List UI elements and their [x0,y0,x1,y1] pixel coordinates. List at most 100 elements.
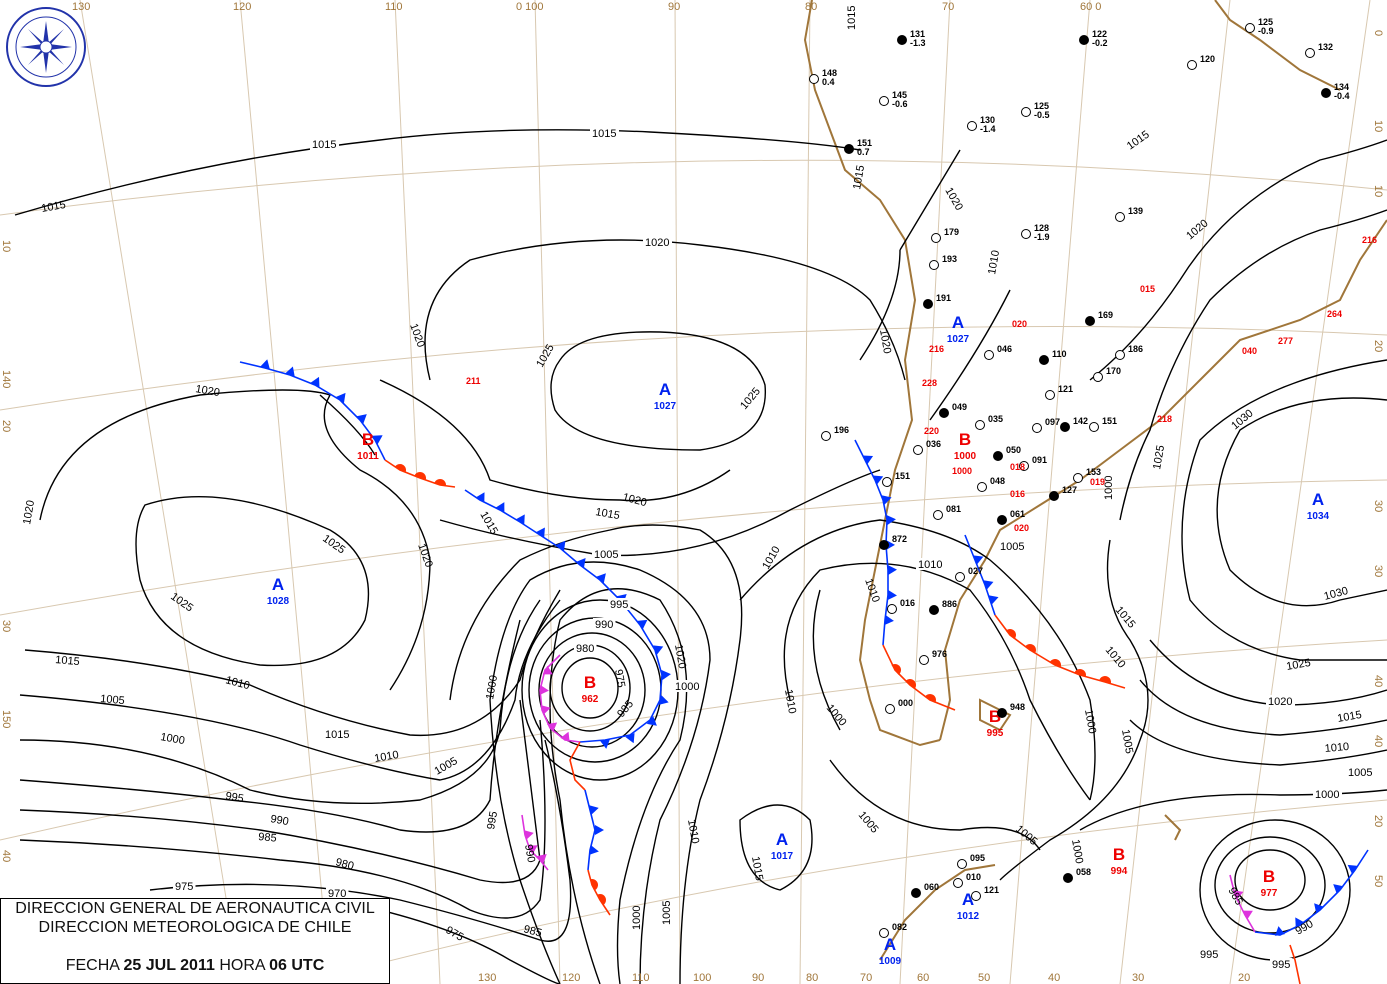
station-marker [1089,422,1099,432]
graticule-label: 30 [0,620,12,632]
station-pressure: 046 [997,344,1012,354]
station-pressure: 048 [990,476,1005,486]
station-pressure: 110 [1052,349,1067,359]
graticule-label: 40 [0,850,12,862]
service-name: DIRECCION METEOROLOGICA DE CHILE [38,919,352,936]
station-pressure: 091 [1032,455,1047,465]
station-pressure-red: 020 [1014,523,1029,533]
isobar-label: 1005 [1000,541,1024,553]
isobar-label: 1015 [851,164,867,190]
center-pressure-value: 1011 [357,451,379,462]
station-marker [1039,355,1049,365]
station-marker [1079,35,1089,45]
graticule-label: 60 [917,972,929,984]
isobar-label: 1005 [856,809,881,835]
isobar-label: 1005 [433,755,460,778]
high-pressure-center: A [659,380,671,399]
graticule-label: 20 [1372,340,1384,352]
station-pressure-red: 228 [922,378,937,388]
isobar-label: 1020 [21,499,37,525]
station-pressure: 050 [1006,445,1021,455]
isobar-label: 1025 [1285,657,1311,673]
station-tendency: -0.9 [1258,26,1274,36]
isobar-label: 1020 [1184,217,1210,242]
station-pressure: 132 [1318,42,1333,52]
high-pressure-center: A [962,890,974,909]
isobar-label: 1000 [1069,838,1085,864]
station-marker [879,540,889,550]
isobar-label: 995 [610,599,628,611]
station-pressure: 151 [857,138,872,148]
center-pressure-value: 994 [1111,866,1128,877]
station-pressure: 121 [984,885,999,895]
isobar-label: 1015 [1125,129,1152,153]
station-pressure: 130 [980,115,995,125]
station-pressure: 125 [1034,101,1049,111]
dmc-logo [6,7,86,87]
center-pressure-value: 962 [582,694,599,705]
center-pressure-value: 1000 [954,451,977,462]
isobar-label: 990 [269,813,289,828]
center-pressure-value: 1027 [654,401,677,412]
isobar-label: 980 [334,856,355,872]
isobar-label: 1000 [824,702,849,728]
station-marker [971,891,981,901]
isobar-label: 1010 [862,577,882,604]
station-marker [977,482,987,492]
isobar-label: 1005 [1348,767,1372,779]
station-marker [1093,372,1103,382]
station-marker [933,510,943,520]
isobar-label: 1020 [621,491,648,509]
graticule-label: 80 [805,1,817,13]
station-pressure: 170 [1106,366,1121,376]
station-tendency: -0.4 [1334,91,1350,101]
isobar-label: 1020 [672,643,688,669]
station-pressure: 148 [822,68,837,78]
graticule-label: 0 [1372,30,1384,36]
center-pressure-value: 1028 [267,596,290,607]
graticule-label: 50 [1372,875,1384,887]
station-pressure: 125 [1258,17,1273,27]
station-marker [1085,316,1095,326]
station-pressure: 095 [970,853,985,863]
station-pressure: 121 [1058,384,1073,394]
station-pressure: 151 [895,471,910,481]
isobar-label: 975 [612,668,627,688]
station-pressure: 151 [1102,416,1117,426]
station-pressure-red: 218 [1157,414,1172,424]
center-pressure-value: 1009 [879,956,902,967]
center-pressure-value: 1017 [771,851,794,862]
isobar-label: 1015 [55,654,80,668]
station-pressure: 131 [910,29,925,39]
isobar-label: 1015 [477,510,500,537]
station-pressure: 196 [834,425,849,435]
station-pressure: 120 [1200,54,1215,64]
high-pressure-center: A [952,313,964,332]
station-marker [919,655,929,665]
isobar-label: 995 [1200,949,1218,961]
station-pressure-red: 216 [1362,235,1377,245]
center-pressure-value: 1034 [1307,511,1330,522]
isobar-label: 1005 [594,549,618,561]
graticule-label: 110 [632,972,650,984]
graticule-label: 130 [478,972,496,984]
high-pressure-center: A [272,575,284,594]
station-marker [939,408,949,418]
isobar-label: 1010 [224,674,251,692]
station-pressure-red: 018 [1010,462,1025,472]
station-pressure: 010 [966,872,981,882]
station-pressure: 948 [1010,702,1025,712]
station-marker [967,121,977,131]
station-pressure: 081 [946,504,961,514]
isobar-label: 1010 [760,544,783,571]
station-marker [1021,229,1031,239]
center-pressure-value: 977 [1261,888,1278,899]
isobar-label: 1000 [631,906,643,930]
station-marker [1305,48,1315,58]
station-marker [821,431,831,441]
graticule-label: 20 [1238,972,1250,984]
station-pressure: 049 [952,402,967,412]
graticule-label: 90 [752,972,764,984]
